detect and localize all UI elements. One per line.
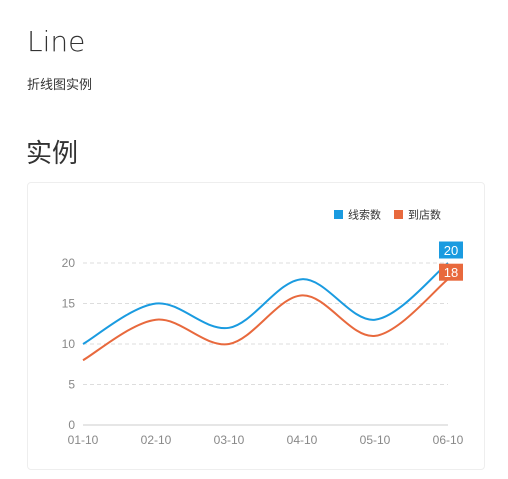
legend-label: 线索数 [348,208,381,222]
y-tick-label: 15 [62,297,76,311]
end-label-box [439,263,463,281]
page-subtitle: 折线图实例 [27,78,93,93]
y-tick-label: 10 [62,337,76,351]
end-label: 20 [439,241,463,259]
x-tick-label: 04-10 [287,433,318,447]
legend[interactable]: 线索数 到店数 [334,208,441,222]
end-label: 18 [439,263,463,281]
y-tick-label: 5 [68,378,75,392]
legend-item[interactable]: 到店数 [394,208,441,222]
x-tick-label: 01-10 [68,433,99,447]
grid-lines: 0 5 10 15 20 [62,256,448,432]
x-tick-label: 06-10 [433,433,464,447]
end-label-value: 18 [444,265,458,280]
x-tick-label: 02-10 [141,433,172,447]
page-title: Line [27,25,86,58]
end-label-box [439,241,463,259]
chart-card: 0 5 10 15 20 01-10 02-10 03-10 04-10 05-10 06-10 … [27,182,485,470]
legend-item[interactable]: 线索数 [334,208,381,222]
x-axis: 01-10 02-10 03-10 04-10 05-10 06-10 [68,433,464,447]
y-tick-label: 20 [62,256,76,270]
y-tick-label: 0 [68,418,75,432]
section-heading: 实例 [26,139,79,169]
x-tick-label: 05-10 [360,433,391,447]
series-line-1[interactable] [82,262,449,345]
series-line-2[interactable] [82,278,449,362]
end-label-value: 20 [444,243,458,258]
legend-swatch [334,210,343,219]
series-lines [82,262,449,362]
legend-swatch [394,210,403,219]
x-tick-label: 03-10 [214,433,245,447]
legend-label: 到店数 [408,208,441,222]
